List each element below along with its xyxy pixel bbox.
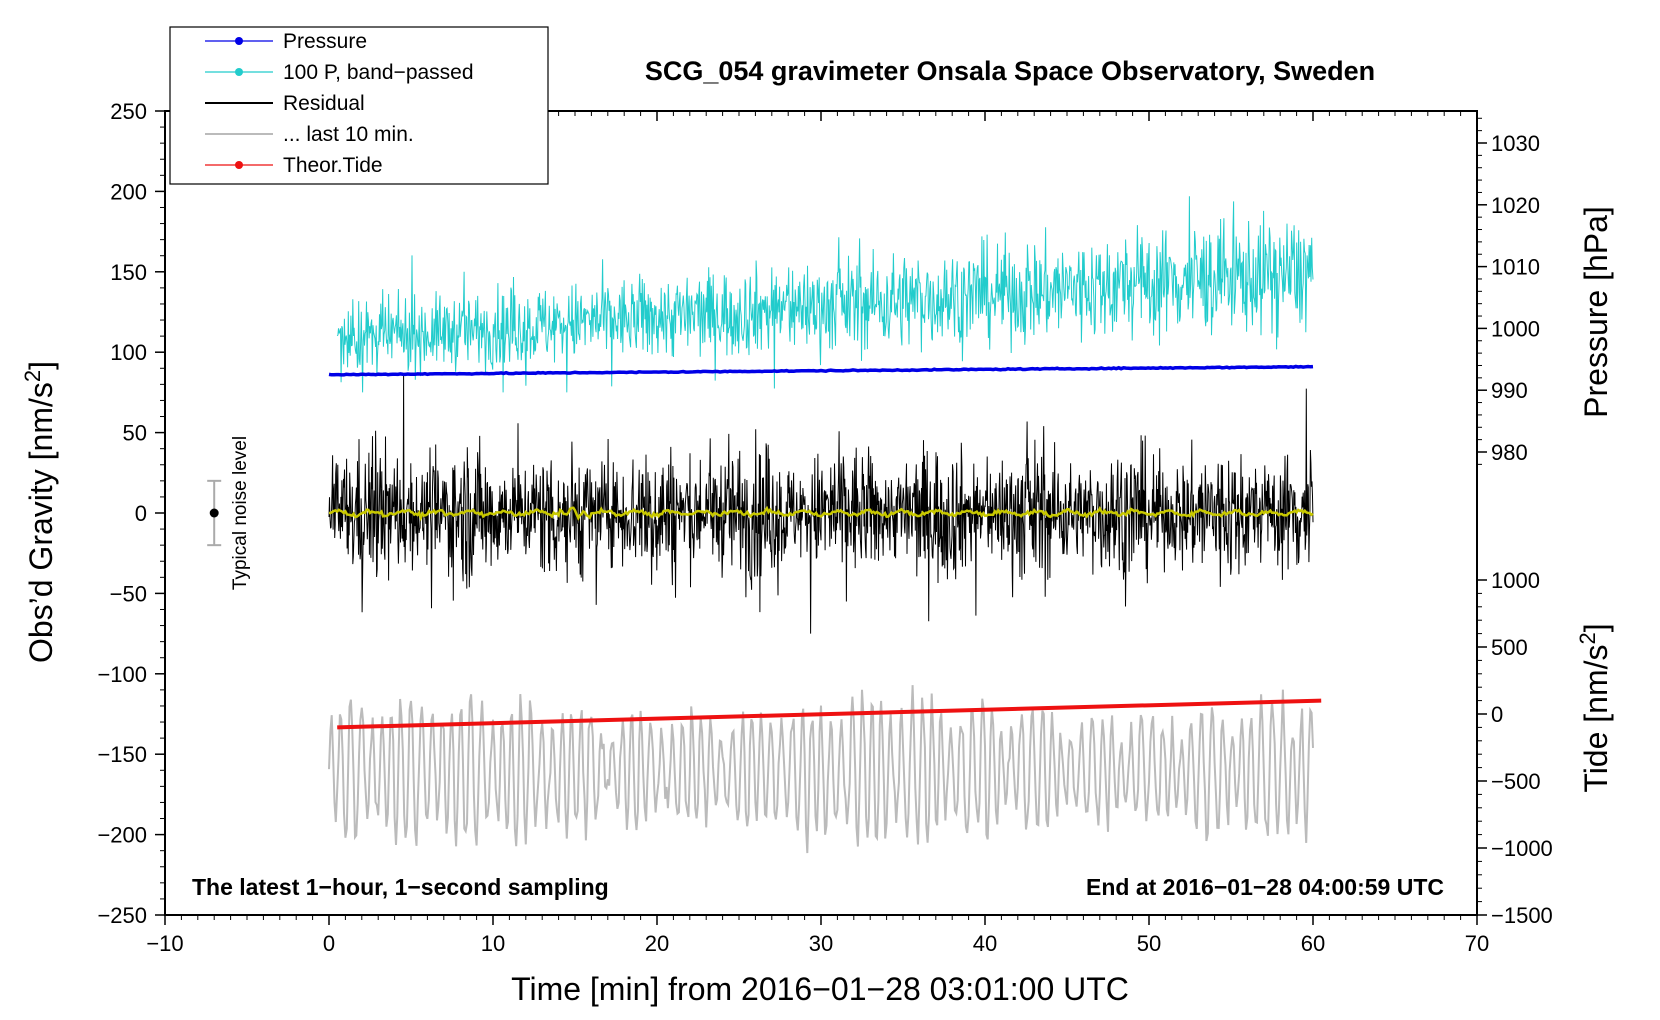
x-tick-label: 10: [481, 931, 505, 956]
tide-tick-label: 500: [1491, 635, 1528, 660]
legend-label: Theor.Tide: [283, 154, 383, 177]
y-tick-label: −150: [97, 742, 147, 767]
legend-marker: [235, 161, 243, 169]
legend-label: 100 P, band−passed: [283, 61, 474, 84]
y-tick-label: −200: [97, 823, 147, 848]
tide-tick-label: 1000: [1491, 568, 1540, 593]
chart-title: SCG_054 gravimeter Onsala Space Observat…: [645, 56, 1375, 86]
y-tick-label: 250: [110, 99, 147, 124]
y-axis-title-left: Obs’d Gravity [nm/s2]: [20, 361, 59, 663]
series-pressure: [328, 364, 1314, 377]
x-tick-label: 0: [323, 931, 335, 956]
pressure-tick-label: 1000: [1491, 316, 1540, 341]
y-axis-title-pressure: Pressure [hPa]: [1578, 206, 1614, 418]
noise-bar-center: [209, 508, 219, 518]
series-theoretical-tide: [337, 698, 1322, 730]
legend-box: [169, 26, 549, 185]
axes-layer: −10 0 10 20 30 40 50 60 70250200150100500−50−100…: [97, 99, 1552, 956]
annotation-sampling: The latest 1−hour, 1−second sampling: [192, 874, 609, 900]
y-tick-label: 100: [110, 340, 147, 365]
tide-tick-label: −1500: [1491, 903, 1553, 928]
y-tick-label: 200: [110, 179, 147, 204]
series-residual-smoothed: [328, 505, 1314, 522]
legend: Pressure 100 P, band−passed Residual ... la…: [169, 26, 549, 185]
tide-tick-label: 0: [1491, 702, 1503, 727]
tide-tick-label: −500: [1491, 769, 1541, 794]
x-tick-label: −10: [146, 931, 183, 956]
annotation-end-time: End at 2016−01−28 04:00:59 UTC: [1086, 874, 1444, 900]
series-layer: [328, 196, 1322, 854]
noise-level-indicator: [207, 479, 222, 547]
x-tick-label: 70: [1465, 931, 1489, 956]
y-tick-label: 0: [135, 501, 147, 526]
legend-label: ... last 10 min.: [283, 123, 414, 146]
noise-level-label: Typical noise level: [230, 436, 251, 590]
y-tick-label: 150: [110, 260, 147, 285]
pressure-tick-label: 1030: [1491, 131, 1540, 156]
y-tick-label: −50: [110, 581, 147, 606]
y-tick-label: 50: [123, 421, 147, 446]
legend-marker: [235, 68, 243, 76]
series-residual: [328, 375, 1314, 634]
pressure-tick-label: 990: [1491, 378, 1528, 403]
legend-label: Pressure: [283, 30, 367, 53]
series-last-10-min: [328, 685, 1314, 854]
x-tick-label: 50: [1137, 931, 1161, 956]
y-tick-label: −100: [97, 662, 147, 687]
pressure-tick-label: 1010: [1491, 255, 1540, 280]
y-tick-label: −250: [97, 903, 147, 928]
x-tick-label: 30: [809, 931, 833, 956]
series-pressure-band-passed: [336, 196, 1314, 393]
x-tick-label: 40: [973, 931, 997, 956]
x-tick-label: 20: [645, 931, 669, 956]
y-axis-title-tide: Tide [nm/s2]: [1575, 623, 1614, 792]
pressure-tick-label: 980: [1491, 440, 1528, 465]
tide-tick-label: −1000: [1491, 836, 1553, 861]
legend-label: Residual: [283, 92, 365, 115]
legend-marker: [235, 37, 243, 45]
x-axis-title: Time [min] from 2016−01−28 03:01:00 UTC: [511, 971, 1129, 1007]
x-tick-label: 60: [1301, 931, 1325, 956]
pressure-tick-label: 1020: [1491, 193, 1540, 218]
